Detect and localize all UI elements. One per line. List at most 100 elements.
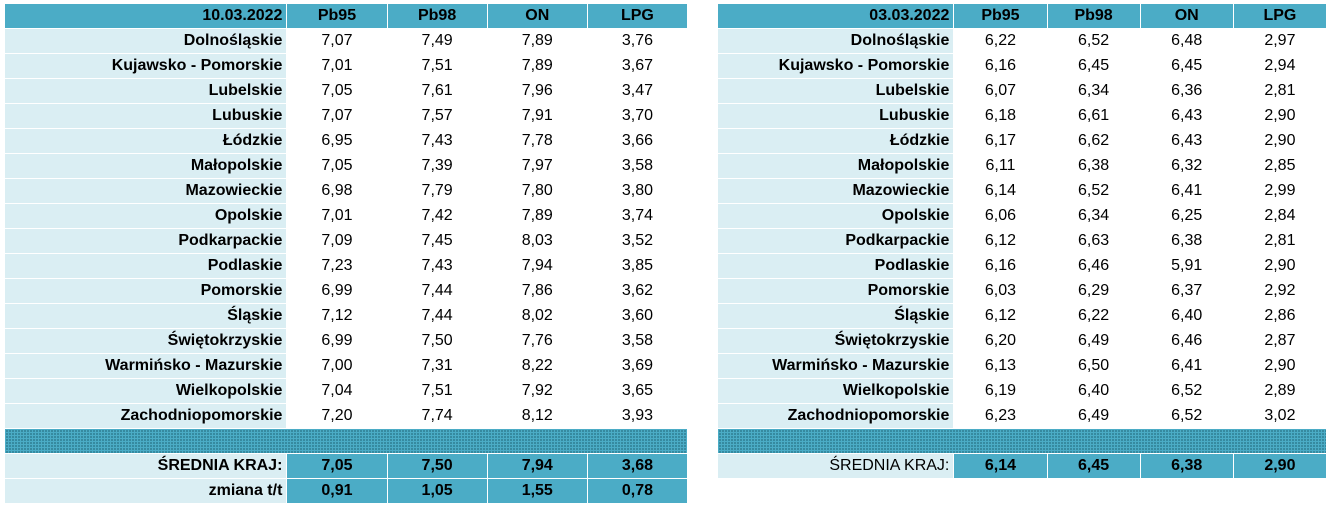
price-cell: 6,12 [953,228,1048,254]
price-cell: 7,61 [386,78,488,104]
price-cell: 6,25 [1139,203,1234,229]
price-cell: 7,92 [486,378,588,404]
price-cell: 6,38 [1139,228,1234,254]
average-value: 7,94 [486,453,588,479]
region-name: Pomorskie [3,278,288,304]
price-cell: 7,44 [386,278,488,304]
price-cell: 6,99 [286,278,388,304]
column-header-pb95: Pb95 [953,3,1048,29]
price-cell: 7,78 [486,128,588,154]
price-cell: 6,18 [953,103,1048,129]
price-cell: 7,00 [286,353,388,379]
price-cell: 2,90 [1232,353,1328,379]
price-cell: 3,80 [586,178,689,204]
table-row: Kujawsko - Pomorskie 6,16 6,45 6,45 2,94 [716,53,1328,79]
region-name: Lubuskie [3,103,288,129]
price-cell: 3,76 [586,28,689,54]
average-value: 7,50 [386,453,488,479]
date-header: 03.03.2022 [716,3,955,29]
price-cell: 3,70 [586,103,689,129]
table-row: Lubelskie 6,07 6,34 6,36 2,81 [716,78,1328,104]
price-cell: 7,44 [386,303,488,329]
table-row: Świętokrzyskie 6,20 6,49 6,46 2,87 [716,328,1328,354]
price-cell: 7,07 [286,103,388,129]
price-cell: 5,91 [1139,253,1234,279]
price-cell: 6,98 [286,178,388,204]
price-cell: 6,40 [1139,303,1234,329]
price-cell: 7,80 [486,178,588,204]
price-cell: 6,63 [1046,228,1141,254]
price-cell: 7,97 [486,153,588,179]
column-header-pb95: Pb95 [286,3,388,29]
price-cell: 7,49 [386,28,488,54]
price-cell: 2,90 [1232,253,1328,279]
price-cell: 7,74 [386,403,488,429]
region-name: Pomorskie [716,278,955,304]
price-cell: 3,93 [586,403,689,429]
price-cell: 6,45 [1139,53,1234,79]
price-cell: 2,90 [1232,103,1328,129]
table-row: Kujawsko - Pomorskie 7,01 7,51 7,89 3,67 [3,53,689,79]
price-cell: 7,01 [286,203,388,229]
average-row: ŚREDNIA KRAJ: 7,05 7,50 7,94 3,68 [3,453,689,479]
price-cell: 3,02 [1232,403,1328,429]
price-cell: 6,52 [1046,178,1141,204]
price-cell: 2,94 [1232,53,1328,79]
price-cell: 7,94 [486,253,588,279]
price-cell: 6,22 [1046,303,1141,329]
price-cell: 7,79 [386,178,488,204]
average-value: 7,05 [286,453,388,479]
region-name: Opolskie [3,203,288,229]
table-row: Podlaskie 6,16 6,46 5,91 2,90 [716,253,1328,279]
region-name: Podlaskie [3,253,288,279]
header-row: 10.03.2022 Pb95 Pb98 ON LPG [3,3,689,29]
price-cell: 3,47 [586,78,689,104]
fuel-prices-table-current: 10.03.2022 Pb95 Pb98 ON LPG Dolnośląskie 7,07 7… [3,3,689,504]
price-cell: 7,23 [286,253,388,279]
price-cell: 6,12 [953,303,1048,329]
price-cell: 6,20 [953,328,1048,354]
price-cell: 6,19 [953,378,1048,404]
change-value: 0,91 [286,478,388,504]
region-name: Dolnośląskie [3,28,288,54]
region-name: Świętokrzyskie [716,328,955,354]
table-row: Lubuskie 7,07 7,57 7,91 3,70 [3,103,689,129]
price-cell: 8,03 [486,228,588,254]
table-row: Podkarpackie 6,12 6,63 6,38 2,81 [716,228,1328,254]
price-cell: 6,16 [953,253,1048,279]
price-cell: 2,92 [1232,278,1328,304]
price-cell: 3,69 [586,353,689,379]
price-cell: 6,48 [1139,28,1234,54]
price-cell: 7,96 [486,78,588,104]
price-cell: 6,37 [1139,278,1234,304]
region-name: Małopolskie [3,153,288,179]
average-label: ŚREDNIA KRAJ: [3,453,288,479]
average-value: 6,38 [1139,453,1234,479]
price-cell: 7,50 [386,328,488,354]
price-cell: 2,89 [1232,378,1328,404]
column-header-pb98: Pb98 [386,3,488,29]
region-name: Podlaskie [716,253,955,279]
price-cell: 6,22 [953,28,1048,54]
region-name: Mazowieckie [716,178,955,204]
price-cell: 7,04 [286,378,388,404]
price-cell: 7,39 [386,153,488,179]
price-cell: 6,95 [286,128,388,154]
column-header-lpg: LPG [1232,3,1328,29]
region-name: Śląskie [3,303,288,329]
price-cell: 6,14 [953,178,1048,204]
price-cell: 2,81 [1232,78,1328,104]
table-row: Łódzkie 6,95 7,43 7,78 3,66 [3,128,689,154]
average-row: ŚREDNIA KRAJ: 6,14 6,45 6,38 2,90 [716,453,1328,479]
price-cell: 6,46 [1139,328,1234,354]
price-cell: 7,86 [486,278,588,304]
table-row: Wielkopolskie 6,19 6,40 6,52 2,89 [716,378,1328,404]
price-cell: 2,90 [1232,128,1328,154]
price-cell: 2,81 [1232,228,1328,254]
price-cell: 2,87 [1232,328,1328,354]
separator-row [4,428,688,454]
table-row: Pomorskie 6,99 7,44 7,86 3,62 [3,278,689,304]
region-name: Warmińsko - Mazurskie [3,353,288,379]
price-cell: 2,99 [1232,178,1328,204]
price-cell: 6,46 [1046,253,1141,279]
